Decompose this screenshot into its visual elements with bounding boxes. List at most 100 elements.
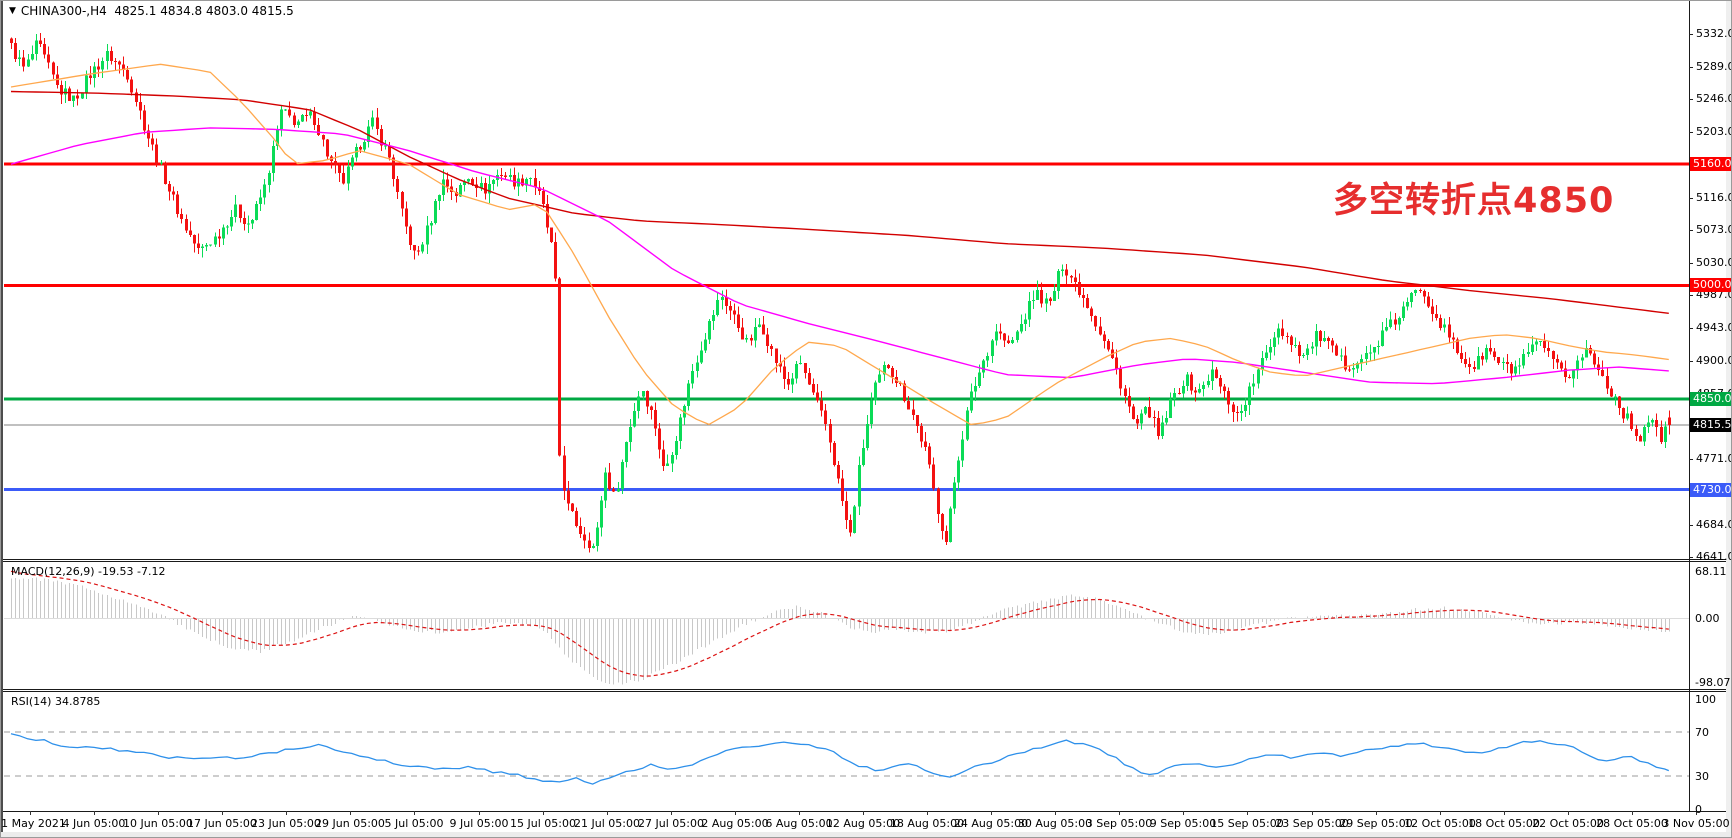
time-tick-mark [1376,811,1377,815]
time-tick-mark [1696,811,1697,815]
time-tick-mark [1504,811,1505,815]
time-tick-mark [543,811,544,815]
rsi-panel-bottom-border [3,811,1731,812]
time-tick-mark [94,811,95,815]
rsi-indicator-label: RSI(14) 34.8785 [11,695,101,708]
price-line-label-4850.0: 4850.0 [1690,392,1731,406]
macd-indicator-label: MACD(12,26,9) -19.53 -7.12 [11,565,166,578]
time-tick-mark [1568,811,1569,815]
price-tick-mark [1689,230,1693,231]
macd-axis-max: 68.11 [1695,565,1727,578]
time-tick-mark [350,811,351,815]
time-axis-label: 18 Oct 05:00 [1468,817,1540,830]
macd-histogram [11,577,1670,685]
current-price-label-4815.5: 4815.5 [1690,418,1731,432]
time-tick-mark [479,811,480,815]
price-tick-label: 5332.0 [1696,27,1732,40]
price-tick-label: 5289.0 [1696,60,1732,73]
price-tick-mark [1689,295,1693,296]
price-tick-label: 4684.0 [1696,518,1732,531]
window-bottom-edge [1,832,1731,837]
price-line-label-4730.0: 4730.0 [1690,483,1731,497]
price-tick-label: 5116.0 [1696,191,1732,204]
rsi-axis-70: 70 [1695,726,1709,739]
mid-ma-line [10,127,1669,385]
window-left-border [1,1,3,833]
horizontal-lines [4,162,1689,492]
time-tick-mark [1440,811,1441,815]
time-tick-mark [863,811,864,815]
moving-averages [10,63,1669,426]
time-axis-label: 6 Aug 05:00 [765,817,833,830]
time-axis-label: 3 Nov 05:00 [1662,817,1730,830]
time-tick-mark [158,811,159,815]
main-panel-bottom-border [3,559,1731,560]
slow-ma-line [10,90,1669,314]
macd-signal-line [10,570,1669,677]
time-tick-mark [1632,811,1633,815]
time-tick-mark [799,811,800,815]
time-axis-label: 5 Jul 05:00 [384,817,444,830]
symbol-ohlc-text: CHINA300-,H4 4825.1 4834.8 4803.0 4815.5 [20,4,294,18]
price-tick-mark [1689,361,1693,362]
time-tick-mark [414,811,415,815]
time-axis-label: 9 Sep 05:00 [1149,817,1217,830]
price-tick-label: 5030.0 [1696,256,1732,269]
symbol-dropdown-icon[interactable]: ▼ [9,6,16,16]
time-axis-label: 23 Sep 05:00 [1275,817,1349,830]
price-axis-border [1689,1,1690,811]
price-line-label-5160.0: 5160.0 [1690,157,1731,171]
time-tick-mark [1055,811,1056,815]
price-tick-label: 4900.0 [1696,354,1732,367]
time-tick-mark [1119,811,1120,815]
macd-axis-zero: 0.00 [1695,612,1720,625]
time-axis-label: 29 Jun 05:00 [315,817,385,830]
time-tick-mark [991,811,992,815]
time-axis-label: 3 Sep 05:00 [1085,817,1153,830]
chart-annotation-text: 多空转折点4850 [1333,181,1615,221]
time-axis-label: 12 Oct 05:00 [1404,817,1476,830]
time-axis-label: 22 Oct 05:00 [1532,817,1604,830]
time-axis-label: 12 Aug 05:00 [825,817,901,830]
time-tick-mark [286,811,287,815]
time-axis-label: 21 Jul 05:00 [574,817,640,830]
time-axis-label: 27 Jul 05:00 [638,817,704,830]
time-axis-label: 17 Jun 05:00 [187,817,257,830]
macd-axis-min: -98.07 [1695,676,1731,689]
time-tick-mark [927,811,928,815]
time-axis-label: 15 Jul 05:00 [510,817,576,830]
time-axis-label: 29 Sep 05:00 [1339,817,1413,830]
price-tick-mark [1689,34,1693,35]
price-tick-mark [1689,132,1693,133]
price-tick-mark [1689,263,1693,264]
symbol-header: ▼ CHINA300-,H4 4825.1 4834.8 4803.0 4815… [9,4,294,18]
time-tick-mark [1183,811,1184,815]
time-axis-label: 23 Jun 05:00 [251,817,321,830]
time-axis-label: 4 Jun 05:00 [62,817,126,830]
time-tick-mark [1312,811,1313,815]
rsi-axis-30: 30 [1695,770,1709,783]
price-tick-mark [1689,459,1693,460]
price-tick-mark [1689,67,1693,68]
macd-panel-top-border[interactable] [3,561,1731,562]
time-axis-label: 30 Aug 05:00 [1017,817,1093,830]
time-tick-mark [1247,811,1248,815]
rsi-axis-100: 100 [1695,693,1716,706]
rsi-panel-top-border[interactable] [3,691,1731,692]
time-axis-label: 24 Aug 05:00 [953,817,1029,830]
time-axis-label: 2 Aug 05:00 [701,817,769,830]
price-line-label-5000.0: 5000.0 [1690,278,1731,292]
time-axis-label: 15 Sep 05:00 [1210,817,1284,830]
time-tick-mark [735,811,736,815]
price-tick-mark [1689,328,1693,329]
price-tick-label: 5073.0 [1696,223,1732,236]
time-axis-label: 18 Aug 05:00 [889,817,965,830]
time-axis-label: 10 Jun 05:00 [123,817,193,830]
rsi-line [10,733,1670,785]
time-tick-mark [222,811,223,815]
price-tick-mark [1689,198,1693,199]
price-tick-label: 4771.0 [1696,452,1732,465]
time-axis-label: 28 Oct 05:00 [1596,817,1668,830]
